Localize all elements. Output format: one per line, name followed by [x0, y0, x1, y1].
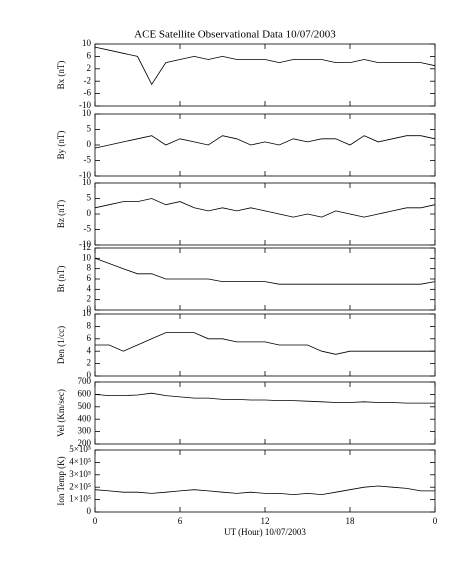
data-line	[94, 135, 436, 149]
data-line	[94, 198, 436, 218]
y-tick-label: 8	[87, 320, 92, 330]
y-tick-label: 3×10⁵	[69, 469, 91, 479]
y-tick-label: 8	[87, 263, 92, 273]
y-tick-label: 10	[82, 252, 92, 262]
y-tick-label: 10	[82, 108, 92, 118]
y-tick-label: 200	[78, 438, 92, 448]
y-tick-label: 4	[87, 283, 92, 293]
y-tick-label: 5	[87, 193, 92, 203]
y-axis-label: Bx (nT)	[56, 61, 66, 90]
x-tick-label: 0	[433, 516, 438, 526]
data-line	[94, 392, 435, 404]
y-tick-label: 10	[82, 308, 92, 318]
y-tick-label: -5	[84, 224, 92, 234]
y-tick-label: 2×10⁵	[69, 481, 91, 491]
panel-frame	[94, 113, 436, 177]
x-tick-label: 12	[261, 516, 270, 526]
y-tick-label: 0	[87, 370, 92, 380]
y-tick-label: 1×10⁵	[69, 494, 91, 504]
y-tick-label: 6	[87, 50, 92, 60]
y-tick-label: 0	[87, 506, 92, 516]
y-tick-label: 2	[87, 63, 92, 73]
panel-frame	[94, 381, 436, 445]
y-tick-label: 2	[87, 294, 92, 304]
y-tick-label: 0	[87, 304, 92, 314]
x-tick-label: 6	[178, 516, 183, 526]
y-tick-label: -5	[84, 155, 92, 165]
y-tick-label: 400	[78, 413, 92, 423]
y-tick-label: -10	[79, 239, 91, 249]
y-axis-label: Vel (Km/sec)	[56, 389, 66, 437]
y-tick-label: 0	[87, 208, 92, 218]
panel-frame	[94, 449, 436, 513]
x-tick-label: 18	[346, 516, 356, 526]
data-line	[94, 46, 436, 86]
panel-frame	[94, 43, 436, 107]
panel-frame	[94, 182, 436, 246]
data-line	[95, 332, 435, 355]
y-tick-label: 500	[78, 401, 92, 411]
y-tick-label: 700	[78, 376, 92, 386]
y-tick-label: 4×10⁵	[69, 456, 91, 466]
y-axis-label: Den (1/cc)	[56, 326, 66, 364]
y-tick-label: 6	[87, 333, 92, 343]
y-axis-label: By (nT)	[56, 131, 66, 160]
y-tick-label: 4	[87, 345, 92, 355]
x-tick-label: 0	[93, 516, 98, 526]
y-tick-label: 0	[87, 139, 92, 149]
y-axis-label: Bz (nT)	[56, 200, 66, 228]
y-tick-label: 6	[87, 273, 92, 283]
y-tick-label: 10	[82, 177, 92, 187]
y-tick-label: 600	[78, 388, 92, 398]
y-tick-label: 12	[82, 242, 91, 252]
x-axis-label: UT (Hour) 10/07/2003	[224, 527, 306, 537]
y-tick-label: 5	[87, 124, 92, 134]
panel-frame	[94, 313, 436, 377]
y-axis-label: Ion Temp (K)	[56, 456, 66, 505]
y-tick-label: -10	[79, 100, 91, 110]
y-tick-label: 2	[87, 358, 92, 368]
chart-title: ACE Satellite Observational Data 10/07/2…	[134, 29, 336, 41]
y-tick-label: 5×10⁵	[69, 444, 91, 454]
data-line	[94, 485, 435, 496]
y-axis-label: Bt (nT)	[56, 266, 66, 293]
y-tick-label: 300	[78, 426, 92, 436]
panel-frame	[94, 247, 436, 311]
y-tick-label: -2	[84, 75, 92, 85]
data-line	[94, 257, 436, 285]
y-tick-label: -10	[79, 170, 91, 180]
y-tick-label: -6	[84, 88, 92, 98]
y-tick-label: 10	[82, 38, 92, 48]
